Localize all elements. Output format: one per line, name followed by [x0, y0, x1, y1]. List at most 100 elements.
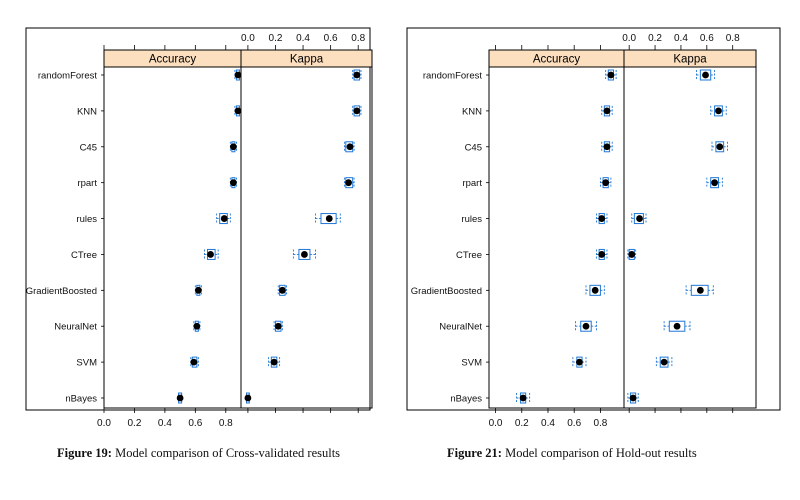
tick-label: 0.8	[219, 418, 233, 429]
box	[690, 284, 709, 296]
mark-c45	[711, 141, 728, 153]
tick-label: 0.0	[489, 418, 503, 429]
mark-rules	[596, 213, 608, 225]
mark-randomforest	[696, 69, 716, 81]
panel-title: Accuracy	[149, 54, 197, 66]
median-dot	[234, 107, 242, 115]
mark-rules	[631, 213, 647, 225]
mark-ctree	[627, 248, 637, 260]
box	[668, 320, 686, 332]
panel-accuracy: Accuracy 0.0 0.2 0.4 0.6 0.8	[488, 45, 625, 429]
model-label: randomForest	[38, 71, 97, 82]
figure-21-caption: Figure 21: Model comparison of Hold-out …	[447, 446, 697, 461]
mark-gradientboosted	[194, 284, 202, 296]
mark-neuralnet	[575, 320, 597, 332]
mark-c45	[343, 141, 355, 153]
mark-nbayes	[244, 392, 252, 404]
median-dot	[598, 251, 606, 258]
figure-19-caption: Figure 19: Model comparison of Cross-val…	[57, 446, 340, 461]
median-dot	[194, 286, 202, 294]
mark-knn	[352, 105, 362, 117]
mark-neuralnet	[193, 320, 201, 332]
model-label: GradientBoosted	[26, 286, 97, 297]
tick-label: 0.0	[622, 33, 636, 44]
model-label: KNN	[462, 106, 482, 117]
mark-rpart	[706, 177, 723, 189]
median-dot	[346, 143, 354, 151]
model-label: CTree	[71, 250, 97, 261]
mark-ctree	[596, 248, 608, 260]
mark-svm	[655, 356, 673, 368]
median-dot	[353, 107, 361, 115]
figure-21-caption-text: Model comparison of Hold-out results	[501, 446, 697, 460]
mark-c45	[229, 141, 237, 153]
tick-label: 0.6	[567, 418, 581, 429]
mark-rpart	[343, 177, 355, 189]
median-dot	[301, 251, 308, 258]
mark-gradientboosted	[277, 284, 287, 296]
panel-border	[623, 66, 757, 409]
box	[320, 213, 337, 225]
median-dot	[244, 394, 252, 402]
box	[589, 284, 601, 296]
mark-rules	[216, 213, 231, 225]
median-dot	[207, 251, 214, 258]
panel-kappa: Kappa 0.0 0.2 0.4 0.6 0.8	[240, 33, 373, 413]
median-dot	[636, 215, 643, 222]
panel-title: Kappa	[290, 54, 324, 66]
chart-frame	[25, 27, 371, 411]
median-dot	[176, 394, 184, 402]
median-dot	[270, 358, 278, 366]
model-label: nBayes	[450, 394, 482, 405]
model-label: C45	[465, 142, 482, 153]
figure-19-caption-label: Figure 19:	[57, 446, 112, 460]
median-dot	[519, 394, 527, 402]
tick-label: 0.8	[726, 33, 740, 44]
median-dot	[629, 394, 637, 402]
median-dot	[696, 286, 704, 294]
box	[714, 105, 723, 117]
mark-randomforest	[234, 69, 242, 81]
tick-label: 0.6	[324, 33, 338, 44]
median-dot	[598, 215, 606, 222]
tick-label: 0.6	[188, 418, 202, 429]
median-dot	[353, 71, 361, 79]
box	[580, 320, 592, 332]
model-label: SVM	[76, 358, 97, 369]
mark-nbayes	[627, 392, 639, 404]
median-dot	[190, 358, 198, 366]
chart-2: randomForest KNN C45 rpart rules CTree Gradien…	[406, 27, 781, 429]
median-dot	[220, 215, 228, 222]
mark-knn	[234, 105, 242, 117]
model-label: GradientBoosted	[411, 286, 482, 297]
mark-nbayes	[516, 392, 531, 404]
mark-knn	[710, 105, 727, 117]
model-label: SVM	[461, 358, 482, 369]
tick-label: 0.6	[700, 33, 714, 44]
mark-gradientboosted	[685, 284, 714, 296]
model-label: NeuralNet	[439, 322, 482, 333]
panel-kappa: Kappa 0.0 0.2 0.4 0.6 0.8	[622, 33, 757, 413]
model-label: rpart	[77, 178, 97, 189]
panel-border	[488, 66, 625, 409]
tick-label: 0.0	[97, 418, 111, 429]
box	[298, 248, 311, 260]
model-label: rpart	[462, 178, 482, 189]
mark-c45	[601, 141, 613, 153]
median-dot	[628, 251, 636, 258]
median-dot	[274, 322, 282, 330]
mark-ctree	[204, 248, 219, 260]
median-dot	[702, 71, 709, 79]
median-dot	[576, 358, 583, 366]
median-dot	[234, 71, 242, 79]
mark-gradientboosted	[585, 284, 605, 296]
panel-title: Kappa	[673, 54, 707, 66]
median-dot	[229, 179, 237, 187]
median-dot	[591, 286, 599, 294]
median-dot	[582, 322, 590, 330]
model-label: nBayes	[65, 394, 97, 405]
model-label: NeuralNet	[54, 322, 97, 333]
median-dot	[715, 107, 722, 115]
panel-border	[103, 66, 242, 409]
